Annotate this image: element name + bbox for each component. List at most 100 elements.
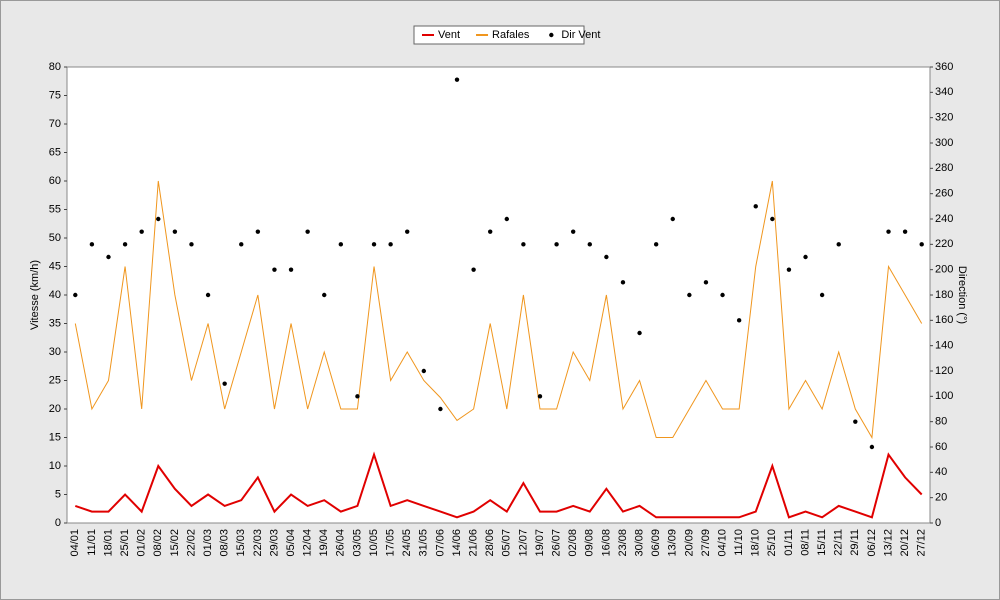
x-tick-label: 25/10 [766,529,778,557]
x-tick-label: 16/08 [600,529,612,557]
y2-tick-label: 160 [935,314,953,326]
legend-box [413,25,585,45]
scatter-point [554,242,559,247]
y-tick-label: 65 [49,146,61,158]
scatter-point [637,330,642,336]
x-tick-label: 28/06 [484,529,496,557]
y-tick-label: 20 [49,403,61,415]
x-tick-label: 14/06 [451,529,463,557]
scatter-point [156,216,161,222]
x-tick-label: 01/11 [783,529,795,556]
x-tick-label: 13/12 [882,529,894,557]
scatter-point [819,292,825,298]
scatter-point [604,254,609,260]
scatter-point [902,229,908,234]
scatter-point [388,242,393,247]
scatter-point [703,280,709,285]
scatter-point [172,229,178,234]
x-tick-label: 20/12 [899,529,911,557]
x-tick-label: 03/05 [351,529,363,557]
scatter-point [836,242,841,247]
y-tick-label: 60 [49,175,61,187]
scatter-point [288,267,294,272]
y-tick-label: 80 [49,61,61,73]
y-tick-label: 30 [49,346,61,358]
x-tick-label: 05/04 [285,529,297,557]
x-tick-label: 21/06 [468,529,480,557]
scatter-point [869,444,875,450]
x-tick-label: 08/11 [799,529,811,556]
scatter-point [786,267,792,272]
legend-marker [549,32,554,38]
scatter-point [239,242,244,247]
y-tick-label: 15 [49,431,61,443]
scatter-point [405,229,410,234]
x-tick-label: 27/09 [700,529,712,557]
y-axis-label: Vitesse (km/h) [29,260,41,330]
scatter-point [687,292,692,298]
x-tick-label: 06/12 [866,529,878,557]
scatter-point [272,267,277,272]
y2-tick-label: 80 [935,416,947,428]
x-tick-label: 18/01 [102,529,114,557]
scatter-point [753,204,758,209]
y2-axis-label: Direction (°) [956,266,968,324]
x-tick-label: 22/03 [252,529,264,557]
y2-tick-label: 240 [935,213,953,225]
x-tick-label: 17/05 [385,529,397,557]
scatter-point [736,318,742,323]
scatter-point [919,242,924,247]
scatter-point [255,229,261,234]
scatter-point [106,254,111,260]
scatter-point [521,242,526,247]
scatter-point [886,229,891,234]
x-tick-label: 19/04 [318,529,330,557]
x-tick-label: 09/08 [584,529,596,557]
y-tick-label: 10 [49,460,61,472]
y-tick-label: 50 [49,232,61,244]
x-tick-label: 11/10 [733,529,745,556]
scatter-point [371,242,377,247]
scatter-point [670,216,675,222]
y-tick-label: 40 [49,289,61,301]
series-line [74,180,923,440]
legend-label: Vent [438,29,460,41]
scatter-point [770,216,775,222]
x-tick-label: 25/01 [119,529,131,557]
x-tick-label: 07/06 [434,529,446,557]
scatter-point [570,229,576,234]
x-tick-label: 11/01 [86,529,98,556]
y2-tick-label: 200 [935,264,953,276]
x-tick-label: 22/11 [833,529,845,556]
scatter-point [189,242,194,247]
x-tick-label: 15/11 [816,529,828,556]
y2-tick-label: 40 [935,466,947,478]
x-tick-label: 26/07 [550,529,562,557]
x-tick-label: 04/01 [69,529,81,557]
x-tick-label: 18/10 [750,529,762,557]
y2-tick-label: 0 [935,517,941,529]
y-tick-label: 25 [49,374,61,386]
x-tick-label: 31/05 [418,529,430,557]
legend-label: Dir Vent [561,29,600,41]
x-tick-label: 04/10 [716,529,728,557]
scatter-point [421,368,427,374]
y2-tick-label: 300 [935,137,953,149]
x-tick-label: 22/02 [185,529,197,557]
y2-tick-label: 260 [935,188,953,200]
scatter-point [122,242,128,247]
scatter-point [438,406,443,412]
scatter-point [653,242,659,247]
scatter-point [139,229,144,234]
x-tick-label: 23/08 [617,529,629,557]
scatter-point [355,394,360,399]
x-tick-label: 10/05 [368,529,380,557]
scatter-point [73,292,78,298]
scatter-point [504,216,509,222]
x-tick-label: 12/04 [302,529,314,557]
y2-tick-label: 120 [935,365,953,377]
scatter-point [205,292,211,298]
y2-tick-label: 340 [935,86,953,98]
scatter-point [322,292,327,298]
